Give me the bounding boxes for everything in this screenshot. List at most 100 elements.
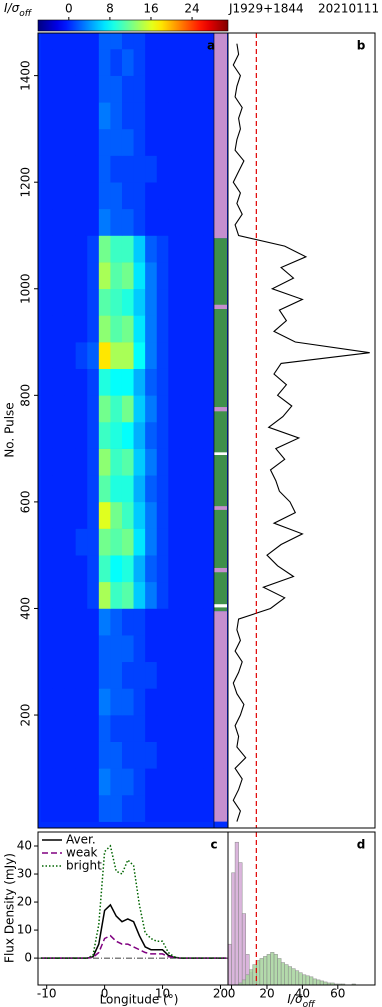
heatmap-cell [191,235,204,263]
heatmap-cell [110,342,123,369]
x-tick-label: 0 [101,987,109,1001]
heatmap-cell [52,555,65,583]
frame [227,32,376,829]
heatmap-cell [110,155,123,183]
heatmap-cell [52,368,65,396]
heatmap-cell [168,75,181,103]
x-tick-label: 40 [295,987,310,1001]
heatmap-cell [168,182,181,210]
state-segment [214,611,227,822]
heatmap-cell [179,501,192,529]
heatmap-cell [40,661,53,689]
heatmap-cell [133,741,146,769]
state-segment [214,506,227,510]
date: 20210111 [318,2,379,16]
heatmap-cell [98,395,111,423]
heatmap-cell [98,421,111,449]
heatmap-cell [203,75,215,103]
heatmap-cell [52,635,65,663]
heatmap-cell [156,48,169,76]
heatmap-cell [75,33,88,50]
heatmap-cell [191,315,204,343]
heatmap-cell [145,501,158,529]
heatmap-cell [40,48,53,76]
heatmap-cell [168,262,181,290]
heatmap-cell [191,688,204,716]
heatmap-cell [203,395,215,423]
heatmap-cell [203,715,215,742]
colorbar-label: I/σoff [4,1,33,19]
heatmap-cell [203,288,215,316]
heatmap-cell [64,475,76,503]
heatmap-cell [203,208,215,236]
heatmap-cell [168,288,181,316]
heatmap-cell [121,715,134,742]
heatmap-cell [133,342,146,369]
heatmap-cell [145,395,158,423]
heatmap-cell [52,235,65,263]
heatmap-cell [64,315,76,343]
heatmap-cell [179,528,192,556]
heatmap-cell [179,235,192,263]
heatmap-cell [191,368,204,396]
heatmap-cell [52,608,65,636]
heatmap-cell [145,794,158,822]
heatmap-cell [133,33,146,50]
heatmap-cell [40,208,53,236]
heatmap-cell [87,288,100,316]
heatmap-cell [145,102,158,130]
heatmap-cell [168,581,181,609]
heatmap-cell [145,528,158,556]
legend-label: Aver. [66,833,96,847]
heatmap-cell [191,395,204,423]
profile-line [40,844,227,959]
heatmap-cell [203,128,215,156]
heatmap-cell [121,555,134,583]
heatmap-cell [98,741,111,769]
heatmap-cell [64,661,76,689]
heatmap-cell [52,741,65,769]
heatmap-cell [87,555,100,583]
heatmap-cell [87,501,100,529]
histogram-bar [312,978,317,985]
state-segment [214,304,227,310]
heatmap-cell [179,128,192,156]
heatmap-cell [110,102,123,130]
heatmap-cell [98,608,111,636]
heatmap-cell [203,768,215,796]
heatmap-cell [40,395,53,423]
heatmap-cell [191,794,204,822]
heatmap-cell [121,342,134,369]
heatmap-cell [203,155,215,183]
heatmap-cell [168,235,181,263]
heatmap-cell [179,288,192,316]
heatmap-cell [203,688,215,716]
histogram-bar [284,964,289,985]
heatmap-cell [203,528,215,556]
heatmap-cell [203,368,215,396]
heatmap-cell [179,794,192,822]
state-segment [214,33,227,239]
heatmap-cell [191,48,204,76]
heatmap-cell [98,315,111,343]
y-axis-label: No. Pulse [3,402,17,457]
heatmap-cell [156,794,169,822]
heatmap-cell [179,741,192,769]
heatmap-cell [64,102,76,130]
histogram-bar [277,958,282,985]
heatmap-cell [110,501,123,529]
heatmap-cell [168,102,181,130]
heatmap-cell [156,368,169,396]
histogram-bar [287,966,293,985]
heatmap-cell [52,128,65,156]
plot-area [38,844,228,959]
heatmap-cell [168,688,181,716]
heatmap-cell [145,128,158,156]
heatmap-cell [121,768,134,796]
y-tick-label: 1000 [19,273,33,304]
heatmap-cell [110,75,123,103]
heatmap-cell [203,635,215,663]
heatmap-cell [203,421,215,449]
heatmap-cell [40,128,53,156]
heatmap-cell [191,715,204,742]
